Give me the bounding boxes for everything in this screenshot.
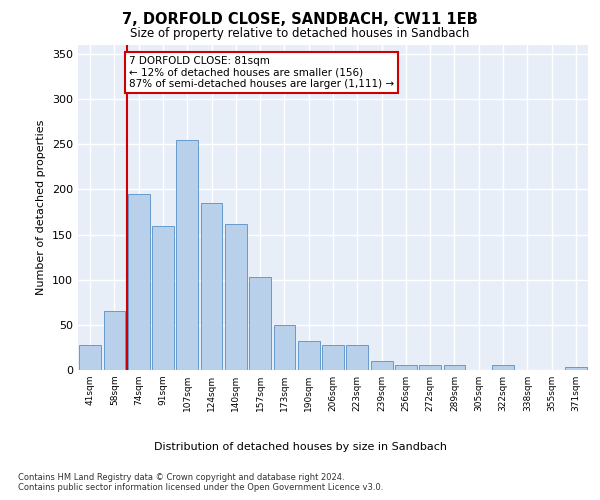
Y-axis label: Number of detached properties: Number of detached properties <box>37 120 46 295</box>
Text: Contains HM Land Registry data © Crown copyright and database right 2024.: Contains HM Land Registry data © Crown c… <box>18 474 344 482</box>
Bar <box>346 344 368 370</box>
Text: 7 DORFOLD CLOSE: 81sqm
← 12% of detached houses are smaller (156)
87% of semi-de: 7 DORFOLD CLOSE: 81sqm ← 12% of detached… <box>129 56 394 89</box>
Text: Distribution of detached houses by size in Sandbach: Distribution of detached houses by size … <box>154 442 446 452</box>
Bar <box>128 194 149 370</box>
Text: 7, DORFOLD CLOSE, SANDBACH, CW11 1EB: 7, DORFOLD CLOSE, SANDBACH, CW11 1EB <box>122 12 478 28</box>
Bar <box>200 203 223 370</box>
Bar <box>176 140 198 370</box>
Bar <box>79 344 101 370</box>
Bar <box>249 277 271 370</box>
Bar <box>152 226 174 370</box>
Text: Contains public sector information licensed under the Open Government Licence v3: Contains public sector information licen… <box>18 484 383 492</box>
Text: Size of property relative to detached houses in Sandbach: Size of property relative to detached ho… <box>130 28 470 40</box>
Bar <box>104 312 125 370</box>
Bar <box>395 366 417 370</box>
Bar <box>225 224 247 370</box>
Bar <box>298 341 320 370</box>
Bar <box>274 325 295 370</box>
Bar <box>322 344 344 370</box>
Bar <box>565 368 587 370</box>
Bar <box>443 366 466 370</box>
Bar <box>419 366 441 370</box>
Bar <box>371 361 392 370</box>
Bar <box>492 366 514 370</box>
